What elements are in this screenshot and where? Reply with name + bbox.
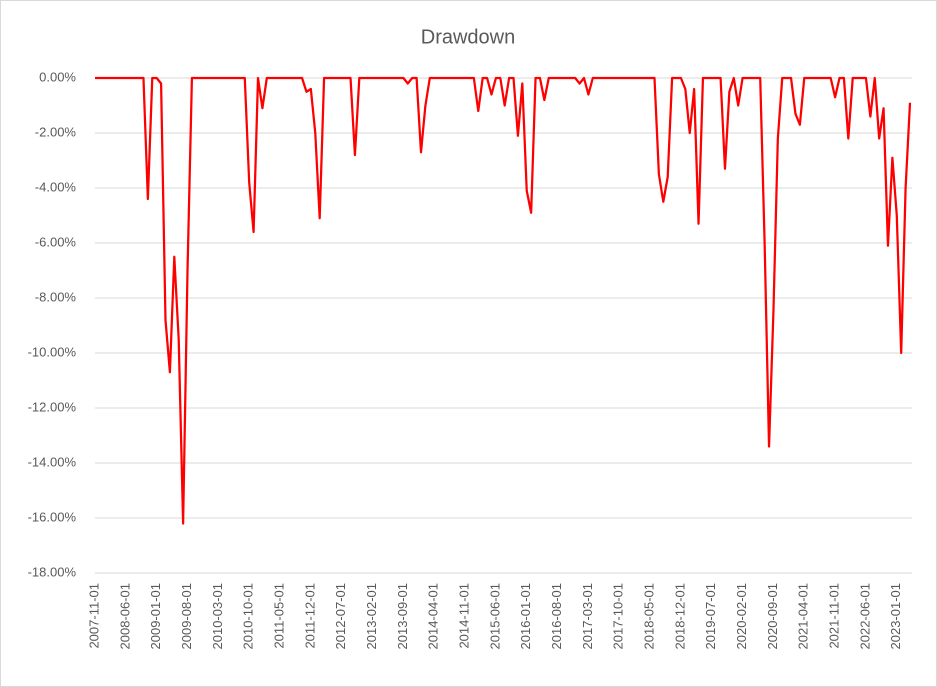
x-tick-label: 2021-11-01 bbox=[827, 583, 842, 649]
y-tick-label: -16.00% bbox=[28, 509, 77, 524]
x-tick-label: 2014-04-01 bbox=[426, 583, 441, 650]
x-tick-label: 2022-06-01 bbox=[857, 583, 872, 650]
x-tick-label: 2019-07-01 bbox=[703, 583, 718, 650]
x-tick-label: 2013-02-01 bbox=[364, 583, 379, 650]
x-tick-label: 2010-03-01 bbox=[210, 583, 225, 650]
x-tick-label: 2011-05-01 bbox=[271, 583, 286, 649]
x-tick-label: 2020-02-01 bbox=[734, 583, 749, 650]
x-tick-label: 2016-01-01 bbox=[518, 583, 533, 650]
y-tick-label: 0.00% bbox=[39, 69, 76, 84]
x-tick-label: 2021-04-01 bbox=[796, 583, 811, 650]
x-tick-label: 2015-06-01 bbox=[487, 583, 502, 650]
x-tick-label: 2011-12-01 bbox=[302, 583, 317, 649]
x-tick-label: 2009-08-01 bbox=[179, 583, 194, 650]
y-tick-label: -4.00% bbox=[35, 179, 77, 194]
x-tick-label: 2009-01-01 bbox=[148, 583, 163, 650]
x-tick-label: 2020-09-01 bbox=[765, 583, 780, 650]
x-tick-label: 2017-03-01 bbox=[580, 583, 595, 650]
x-tick-label: 2008-06-01 bbox=[117, 583, 132, 650]
x-tick-label: 2018-05-01 bbox=[642, 583, 657, 650]
x-tick-label: 2018-12-01 bbox=[672, 583, 687, 650]
x-tick-label: 2010-10-01 bbox=[241, 583, 256, 650]
x-tick-label: 2007-11-01 bbox=[86, 583, 101, 649]
x-tick-label: 2012-07-01 bbox=[333, 583, 348, 650]
y-tick-label: -8.00% bbox=[35, 289, 77, 304]
x-tick-label: 2013-09-01 bbox=[395, 583, 410, 650]
y-tick-label: -10.00% bbox=[28, 344, 77, 359]
y-tick-label: -18.00% bbox=[28, 564, 77, 579]
y-tick-label: -12.00% bbox=[28, 399, 77, 414]
x-tick-label: 2016-08-01 bbox=[549, 583, 564, 650]
y-tick-label: -14.00% bbox=[28, 454, 77, 469]
drawdown-line bbox=[95, 76, 912, 525]
x-tick-label: 2023-01-01 bbox=[888, 583, 903, 650]
chart-title: Drawdown bbox=[421, 26, 515, 48]
y-tick-label: -6.00% bbox=[35, 234, 77, 249]
y-tick-label: -2.00% bbox=[35, 124, 77, 139]
x-tick-label: 2014-11-01 bbox=[456, 583, 471, 649]
x-tick-label: 2017-10-01 bbox=[611, 583, 626, 650]
